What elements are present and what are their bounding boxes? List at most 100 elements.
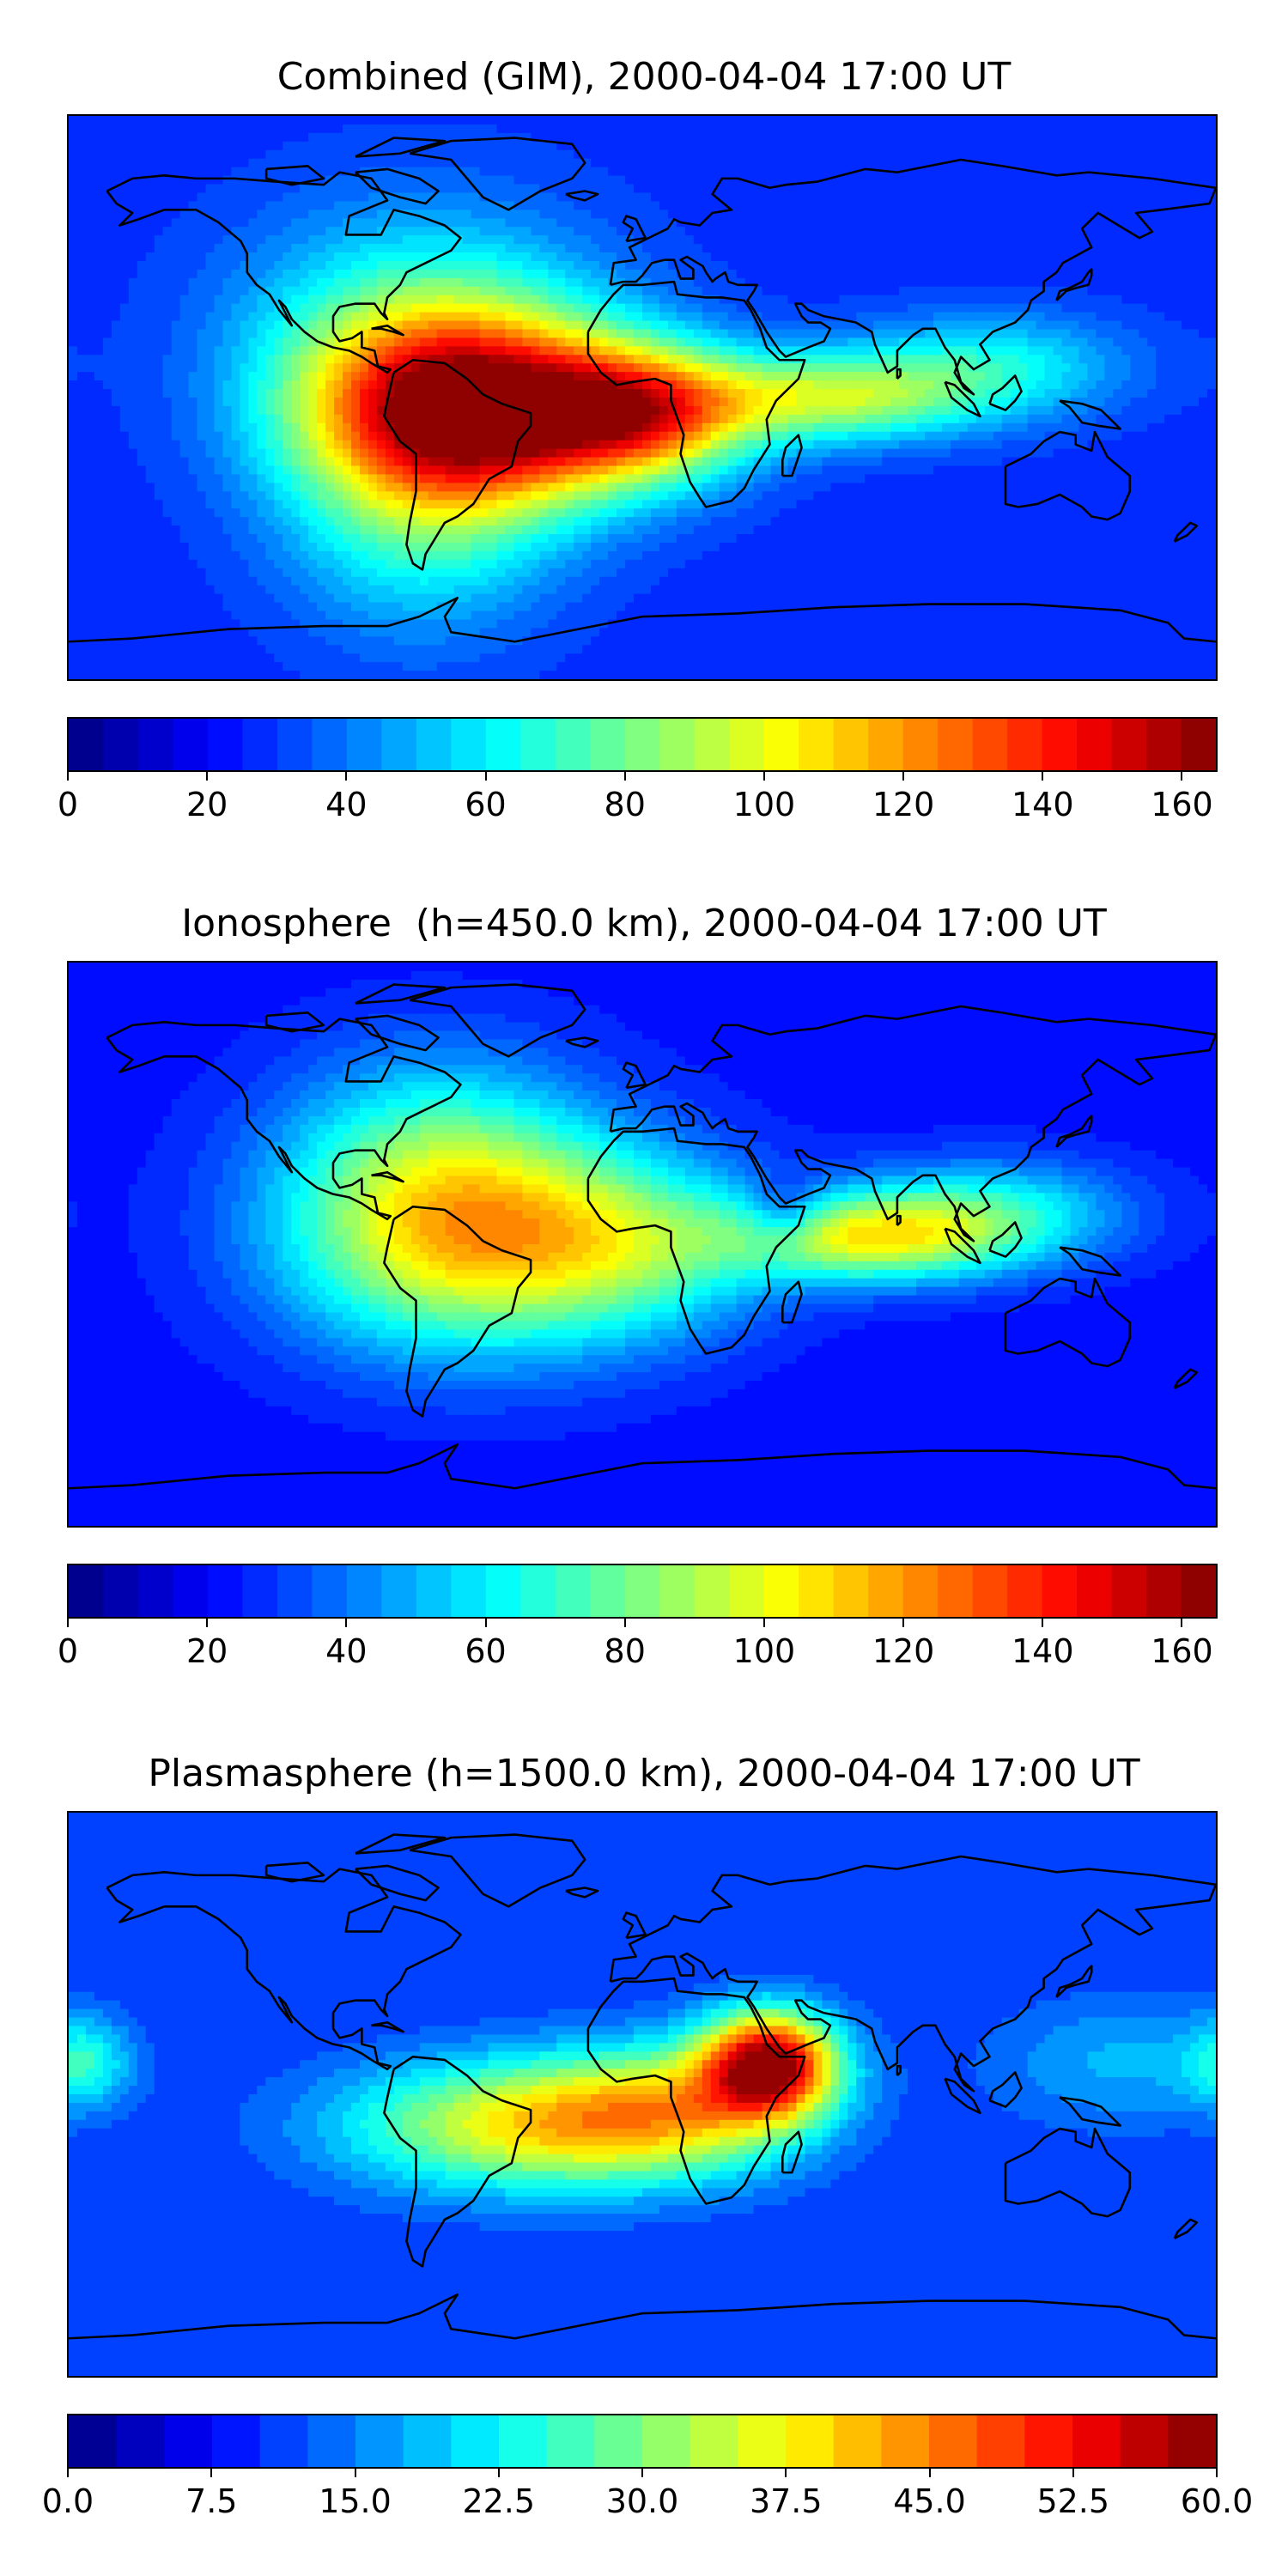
heatmap-cell [1053,184,1063,194]
heatmap-cell [1044,346,1054,355]
heatmap-cell [916,372,926,381]
heatmap-cell [625,167,635,177]
heatmap-cell [1156,141,1165,151]
heatmap-cell [958,218,969,228]
heatmap-cell [565,329,574,339]
heatmap-cell [539,175,549,185]
heatmap-cell [1113,141,1122,151]
heatmap-cell [1113,355,1122,364]
heatmap-cell [513,192,524,202]
heatmap-cell [102,210,112,219]
heatmap-cell [710,167,720,177]
heatmap-cell [94,167,104,177]
heatmap-cell [625,337,635,347]
heatmap-cell [274,192,283,202]
heatmap-cell [822,235,831,245]
heatmap-cell [676,414,686,424]
heatmap-cell [574,355,583,364]
heatmap-cell [240,422,249,433]
heatmap-cell [805,329,815,339]
heatmap-cell [617,286,626,296]
heatmap-cell [231,286,241,296]
heatmap-cell [343,167,352,177]
heatmap-cell [1207,380,1216,390]
heatmap-cell [171,158,181,168]
heatmap-cell [1078,124,1089,134]
heatmap-cell [351,405,361,416]
heatmap-cell [822,337,831,347]
heatmap-cell [462,141,472,151]
heatmap-cell [385,175,395,185]
heatmap-cell [317,218,326,228]
heatmap-cell [1147,389,1157,398]
heatmap-cell [479,295,489,305]
heatmap-cell [916,116,926,125]
heatmap-cell [684,277,695,288]
heatmap-cell [822,277,831,288]
heatmap-cell [171,355,181,364]
heatmap-cell [137,175,147,185]
heatmap-cell [393,286,404,296]
heatmap-cell [462,227,472,236]
heatmap-cell [171,175,181,185]
heatmap-cell [453,422,464,433]
heatmap-cell [634,422,643,433]
heatmap-cell [693,277,703,288]
heatmap-cell [1164,414,1174,424]
heatmap-cell [291,175,301,185]
heatmap-cell [736,286,746,296]
heatmap-cell [1173,414,1182,424]
heatmap-cell [1053,252,1063,262]
heatmap-cell [1096,277,1105,288]
heatmap-cell [899,260,908,270]
heatmap-cell [128,158,138,168]
heatmap-cell [556,167,566,177]
heatmap-cell [744,175,755,185]
heatmap-cell [393,184,404,194]
heatmap-cell [899,141,908,151]
heatmap-cell [975,132,986,143]
heatmap-cell [496,320,507,331]
heatmap-cell [1104,405,1114,416]
heatmap-cell [1190,116,1200,125]
heatmap-cell [137,431,147,441]
heatmap-cell [102,431,112,441]
heatmap-cell [787,363,798,373]
heatmap-cell [85,337,95,347]
heatmap-cell [865,124,874,134]
heatmap-cell [625,380,635,390]
heatmap-cell [308,141,318,151]
heatmap-cell [1130,405,1139,416]
heatmap-cell [744,422,755,433]
heatmap-cell [325,184,335,194]
heatmap-cell [325,346,335,355]
heatmap-cell [1207,201,1216,210]
heatmap-cell [882,329,891,339]
heatmap-cell [462,244,472,253]
heatmap-cell [496,414,507,424]
heatmap-cell [154,218,164,228]
heatmap-cell [710,405,720,416]
heatmap-cell [334,346,343,355]
heatmap-cell [1164,355,1174,364]
heatmap-cell [111,405,121,416]
heatmap-cell [197,260,207,270]
heatmap-cell [1207,295,1216,305]
heatmap-cell [1182,346,1191,355]
heatmap-cell [975,227,986,236]
heatmap-cell [248,363,258,373]
heatmap-cell [197,372,207,381]
heatmap-cell [222,252,233,262]
heatmap-cell [325,312,335,322]
heatmap-cell [702,380,712,390]
heatmap-cell [128,244,138,253]
heatmap-cell [693,346,703,355]
heatmap-cell [69,320,78,331]
heatmap-cell [975,244,986,253]
heatmap-cell [85,175,95,185]
heatmap-cell [1104,141,1114,151]
heatmap-cell [984,422,994,433]
heatmap-cell [462,320,472,331]
heatmap-cell [69,158,78,168]
heatmap-cell [848,201,857,210]
